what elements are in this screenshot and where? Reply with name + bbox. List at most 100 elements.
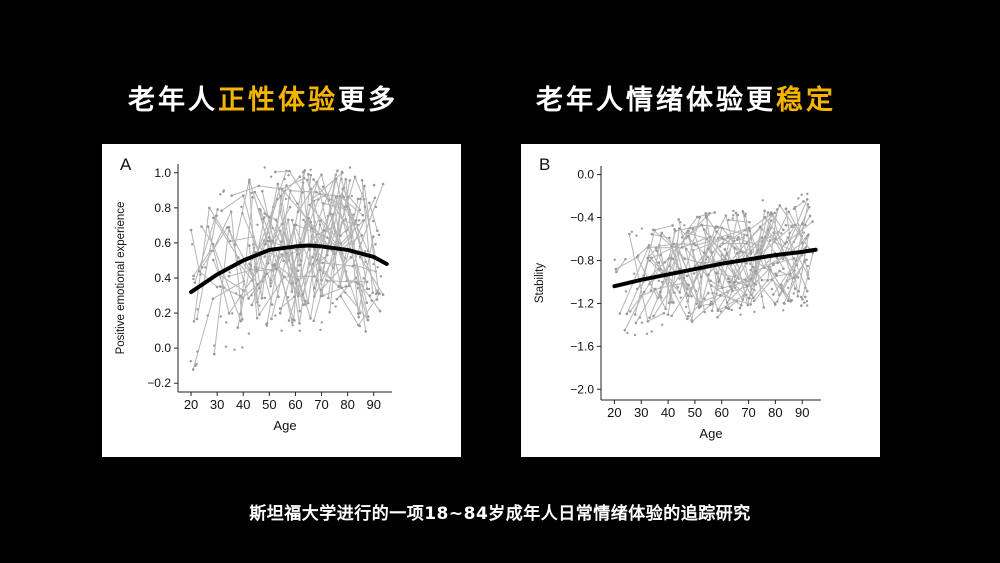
raw-point bbox=[345, 205, 349, 208]
raw-point bbox=[298, 309, 302, 313]
raw-point bbox=[339, 234, 342, 237]
raw-point bbox=[721, 286, 724, 290]
x-axis-label: Age bbox=[699, 426, 722, 441]
raw-point bbox=[348, 166, 352, 169]
raw-point bbox=[780, 283, 783, 287]
raw-point bbox=[752, 299, 756, 303]
raw-point bbox=[741, 211, 745, 214]
raw-line bbox=[268, 237, 298, 280]
raw-line bbox=[359, 256, 384, 295]
raw-point bbox=[265, 272, 268, 276]
raw-point bbox=[342, 195, 346, 199]
raw-point bbox=[725, 301, 729, 304]
raw-point bbox=[306, 301, 310, 305]
raw-point bbox=[303, 303, 307, 306]
raw-point bbox=[686, 294, 690, 298]
raw-point bbox=[196, 350, 199, 353]
raw-point bbox=[789, 300, 792, 303]
raw-point bbox=[683, 224, 686, 227]
raw-point bbox=[626, 331, 629, 335]
raw-point bbox=[200, 266, 204, 269]
raw-line bbox=[764, 216, 786, 245]
raw-line bbox=[685, 224, 748, 239]
raw-point bbox=[735, 251, 739, 255]
raw-point bbox=[660, 280, 664, 284]
raw-point bbox=[258, 207, 261, 211]
raw-point bbox=[284, 292, 287, 295]
raw-point bbox=[741, 298, 745, 301]
raw-point bbox=[309, 317, 312, 320]
raw-point bbox=[652, 314, 655, 318]
raw-point bbox=[323, 229, 326, 232]
raw-point bbox=[679, 220, 682, 224]
raw-point bbox=[321, 294, 325, 297]
raw-point bbox=[704, 212, 708, 215]
raw-point bbox=[284, 197, 288, 201]
raw-point bbox=[781, 289, 785, 293]
raw-line bbox=[255, 268, 277, 272]
raw-point bbox=[260, 189, 264, 193]
raw-line bbox=[749, 199, 808, 269]
raw-point bbox=[685, 274, 689, 278]
raw-point bbox=[229, 210, 233, 213]
raw-point bbox=[635, 287, 639, 291]
raw-point bbox=[271, 264, 275, 267]
raw-line bbox=[703, 252, 735, 283]
raw-point bbox=[255, 316, 259, 320]
raw-line bbox=[248, 182, 313, 303]
raw-point bbox=[804, 237, 807, 240]
raw-point bbox=[212, 216, 215, 220]
raw-point bbox=[349, 256, 353, 259]
raw-point bbox=[732, 209, 735, 213]
raw-point bbox=[227, 274, 231, 278]
raw-point bbox=[270, 317, 273, 321]
raw-line bbox=[783, 261, 805, 304]
raw-point bbox=[371, 219, 375, 223]
raw-point bbox=[749, 249, 753, 253]
raw-point bbox=[630, 230, 634, 234]
raw-point bbox=[716, 308, 720, 311]
raw-point bbox=[670, 314, 673, 318]
raw-point bbox=[748, 220, 751, 224]
raw-line bbox=[746, 252, 776, 287]
raw-point bbox=[236, 326, 240, 329]
raw-point bbox=[268, 239, 272, 243]
raw-point bbox=[320, 321, 323, 324]
raw-line bbox=[781, 284, 792, 302]
raw-point bbox=[269, 279, 272, 282]
raw-point bbox=[280, 329, 283, 332]
raw-line bbox=[671, 293, 687, 317]
raw-point bbox=[331, 213, 335, 216]
raw-point bbox=[379, 275, 383, 278]
raw-point bbox=[358, 324, 362, 328]
raw-point bbox=[301, 293, 304, 296]
raw-point bbox=[211, 258, 215, 262]
left-title: 老年人正性体验更多 bbox=[128, 78, 398, 117]
x-tick-label: 30 bbox=[634, 405, 648, 420]
raw-point bbox=[673, 291, 676, 294]
raw-point bbox=[801, 297, 804, 301]
raw-line bbox=[635, 229, 676, 324]
raw-point bbox=[747, 297, 750, 300]
raw-line bbox=[266, 190, 346, 326]
x-tick-label: 60 bbox=[714, 405, 728, 420]
raw-point bbox=[708, 235, 712, 239]
raw-point bbox=[749, 252, 753, 256]
raw-point bbox=[312, 262, 315, 265]
raw-point bbox=[624, 290, 628, 293]
raw-point bbox=[711, 302, 714, 306]
raw-point bbox=[299, 259, 303, 262]
raw-line bbox=[271, 223, 352, 320]
raw-point bbox=[687, 311, 691, 315]
raw-point bbox=[795, 264, 799, 267]
raw-point bbox=[678, 277, 681, 280]
raw-point bbox=[725, 253, 729, 256]
raw-point bbox=[709, 300, 713, 303]
raw-point bbox=[358, 255, 362, 259]
raw-point bbox=[746, 303, 750, 307]
raw-point bbox=[660, 231, 664, 235]
raw-line bbox=[196, 215, 217, 320]
raw-point bbox=[195, 317, 199, 321]
raw-point bbox=[663, 260, 667, 264]
raw-point bbox=[362, 219, 365, 222]
